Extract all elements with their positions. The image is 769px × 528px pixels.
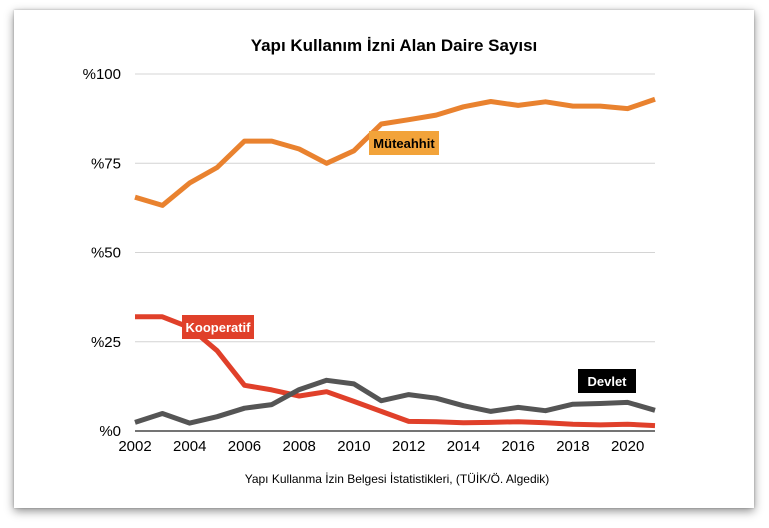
y-axis-ticks: %0 %25 %50 %75 %100 <box>83 66 121 440</box>
y-tick-label: %75 <box>91 155 121 172</box>
y-tick-label: %25 <box>91 334 121 351</box>
gridlines <box>135 73 655 432</box>
series-label-kooperatif: Kooperatif <box>186 320 252 335</box>
y-tick-label: %0 <box>99 423 121 440</box>
series-label-box-kooperatif <box>182 315 254 339</box>
line-chart: Yapı Kullanım İzni Alan Daire Sayısı %0%… <box>83 36 656 486</box>
x-tick-label: 2014 <box>447 438 480 455</box>
x-tick-label: 2008 <box>283 438 316 455</box>
series-labels: Müteahhit Kooperatif Devlet <box>182 131 636 393</box>
series-line-m-teahhit <box>134 96 656 208</box>
x-tick-label: 2020 <box>611 438 644 455</box>
x-tick-label: 2012 <box>392 438 425 455</box>
x-tick-label: 2016 <box>501 438 534 455</box>
x-tick-label: 2010 <box>337 438 370 455</box>
chart-caption: Yapı Kullanma İzin Belgesi İstatistikler… <box>245 472 550 486</box>
y-tick-label: %100 <box>83 66 121 83</box>
x-tick-label: 2004 <box>173 438 206 455</box>
series-label-devlet: Devlet <box>587 374 627 389</box>
x-axis-ticks: 2002 2004 2006 2008 2010 2012 2014 2016 2018 2020 <box>118 438 644 455</box>
x-tick-label: 2006 <box>228 438 261 455</box>
series-label-box-m-teahhit <box>369 131 439 155</box>
x-tick-label: 2018 <box>556 438 589 455</box>
series-lines <box>134 96 656 429</box>
series-line-kooperatif <box>135 314 656 429</box>
series-label-m-teahhit: Müteahhit <box>373 136 435 151</box>
chart-card: Yapı Kullanım İzni Alan Daire Sayısı %0%… <box>14 10 754 508</box>
chart-title: Yapı Kullanım İzni Alan Daire Sayısı <box>251 36 538 55</box>
y-tick-label: %50 <box>91 245 121 262</box>
series-line-devlet <box>134 377 656 426</box>
series-label-box-devlet <box>578 369 636 393</box>
x-tick-label: 2002 <box>118 438 151 455</box>
